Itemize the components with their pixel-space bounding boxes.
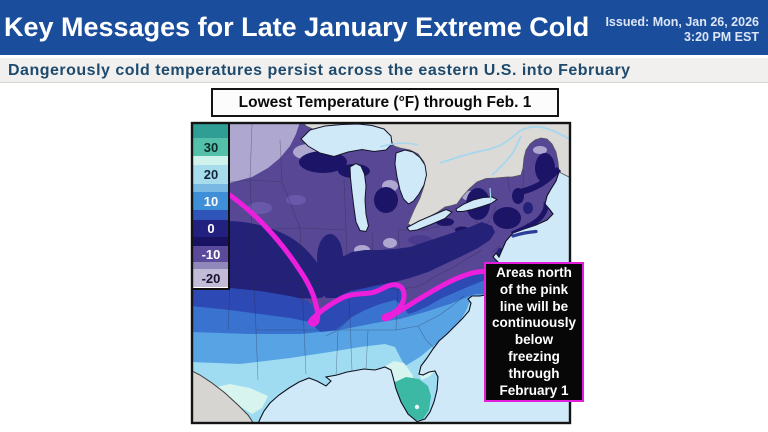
svg-text:-10: -10 [202, 247, 221, 262]
svg-text:30: 30 [204, 140, 218, 155]
svg-text:-20: -20 [202, 271, 221, 286]
svg-text:0: 0 [207, 221, 214, 236]
svg-text:20: 20 [204, 167, 218, 182]
svg-text:10: 10 [204, 194, 218, 209]
